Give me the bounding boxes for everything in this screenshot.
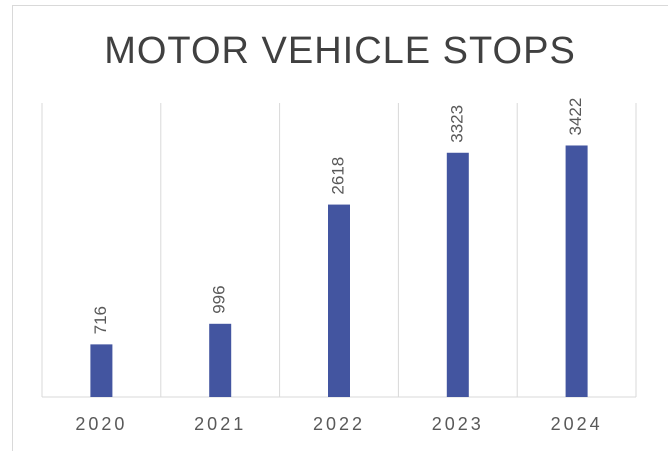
data-label: 3422 (566, 98, 585, 136)
data-label: 3323 (447, 105, 466, 143)
data-label: 716 (91, 306, 110, 334)
x-tick-label: 2023 (432, 414, 484, 434)
x-tick-label: 2020 (75, 414, 127, 434)
x-tick-label: 2022 (313, 414, 365, 434)
data-label: 996 (210, 285, 229, 313)
x-tick-label: 2024 (551, 414, 603, 434)
chart-title: MOTOR VEHICLE STOPS (104, 30, 576, 72)
data-label: 2618 (328, 157, 347, 195)
bar (446, 152, 469, 397)
x-tick-label: 2021 (194, 414, 246, 434)
bar (90, 344, 113, 397)
bar (565, 145, 588, 397)
bar (209, 323, 232, 397)
bar (328, 204, 350, 397)
